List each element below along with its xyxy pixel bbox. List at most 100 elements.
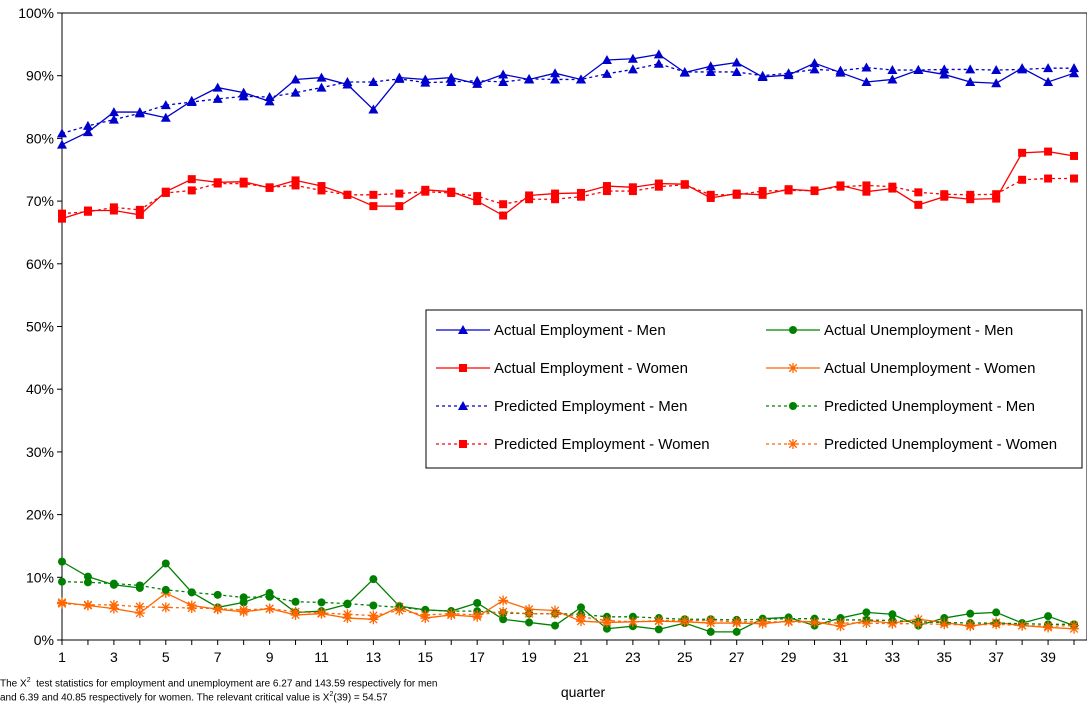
data-point <box>627 53 638 63</box>
x-tick-label: 33 <box>885 649 901 665</box>
series-line <box>61 592 1075 630</box>
footnote-line-1-post: test statistics for employment and unemp… <box>30 678 438 690</box>
x-tick-label: 11 <box>314 649 329 665</box>
y-tick-label: 90% <box>26 68 54 84</box>
data-point <box>499 615 508 624</box>
data-point <box>134 601 145 612</box>
data-point <box>213 179 222 188</box>
data-point <box>368 104 379 114</box>
data-point <box>369 190 378 199</box>
data-point <box>343 599 352 608</box>
data-point <box>809 617 820 628</box>
legend-label: Actual Employment - Men <box>494 322 666 339</box>
data-point <box>265 592 274 601</box>
data-point <box>653 49 664 59</box>
data-point <box>291 176 300 185</box>
data-point <box>57 598 67 609</box>
footnote-line-2-sup: 2 <box>329 691 334 698</box>
data-point <box>446 608 457 619</box>
data-point <box>369 575 378 584</box>
axes: 0%10%20%30%40%50%60%70%80%90%100%1 3 5 7 9 11… <box>18 5 1075 665</box>
data-point <box>654 182 663 191</box>
y-tick-label: 20% <box>26 507 54 523</box>
data-point <box>628 187 637 196</box>
data-point <box>342 609 353 620</box>
data-point <box>862 187 871 196</box>
data-point <box>602 182 611 191</box>
data-point <box>705 66 716 76</box>
data-point <box>965 64 976 74</box>
data-point <box>706 190 715 199</box>
data-point <box>58 209 66 218</box>
data-point <box>550 74 561 84</box>
data-point <box>783 616 794 627</box>
data-point <box>394 73 405 83</box>
data-point <box>601 615 612 626</box>
x-tick-label: 39 <box>1040 649 1056 665</box>
data-point <box>862 181 871 190</box>
data-point <box>290 74 301 84</box>
data-point <box>679 615 690 626</box>
data-point <box>369 202 378 211</box>
x-tick-label: 13 <box>366 649 382 665</box>
data-point <box>161 188 170 197</box>
data-point <box>887 74 898 84</box>
data-point <box>940 190 949 199</box>
series-line <box>61 63 1075 135</box>
data-point <box>342 76 353 86</box>
data-point <box>187 588 196 597</box>
series-line <box>61 150 1075 220</box>
x-tick-label: 17 <box>469 649 485 665</box>
data-point <box>653 615 664 626</box>
data-point <box>420 77 431 87</box>
data-point <box>186 97 197 107</box>
x-tick-label: 5 <box>162 649 170 665</box>
data-point <box>992 190 1001 199</box>
footnote-line-2-post: (39) = 54.57 <box>333 692 388 704</box>
data-point <box>291 597 300 606</box>
data-point <box>551 195 560 204</box>
data-point <box>888 182 897 191</box>
data-point <box>524 608 535 619</box>
data-point <box>992 194 1001 203</box>
legend-label: Actual Unemployment - Women <box>824 360 1035 377</box>
data-point <box>1069 63 1080 73</box>
data-point <box>82 120 93 130</box>
data-point <box>213 590 222 599</box>
legend-swatch-marker <box>789 402 797 410</box>
data-point <box>317 182 326 191</box>
data-point <box>861 76 872 86</box>
data-point <box>82 599 93 610</box>
data-point <box>679 66 690 76</box>
data-point <box>627 616 638 627</box>
x-tick-label: 37 <box>988 649 1004 665</box>
data-point <box>473 599 482 608</box>
data-point <box>913 618 924 629</box>
x-tick-label: 3 <box>110 649 118 665</box>
data-point <box>187 186 196 195</box>
data-point <box>1044 174 1053 183</box>
x-axis-label: quarter <box>561 684 606 700</box>
data-point <box>368 76 379 86</box>
data-point <box>1070 151 1079 160</box>
data-point <box>82 127 93 137</box>
y-tick-label: 40% <box>26 381 54 397</box>
data-point <box>601 68 612 78</box>
data-point <box>239 179 248 188</box>
data-point <box>109 579 118 588</box>
data-point <box>991 78 1002 88</box>
data-point <box>160 112 171 122</box>
data-point <box>1070 174 1079 183</box>
data-point <box>835 618 846 629</box>
data-point <box>421 605 430 614</box>
legend-box <box>425 309 1083 469</box>
data-point <box>861 62 872 72</box>
data-point <box>57 139 67 149</box>
data-point <box>835 65 846 75</box>
data-point <box>186 603 197 614</box>
y-tick-label: 30% <box>26 444 54 460</box>
data-point <box>498 595 509 606</box>
data-point <box>783 68 794 78</box>
data-point <box>58 577 66 586</box>
